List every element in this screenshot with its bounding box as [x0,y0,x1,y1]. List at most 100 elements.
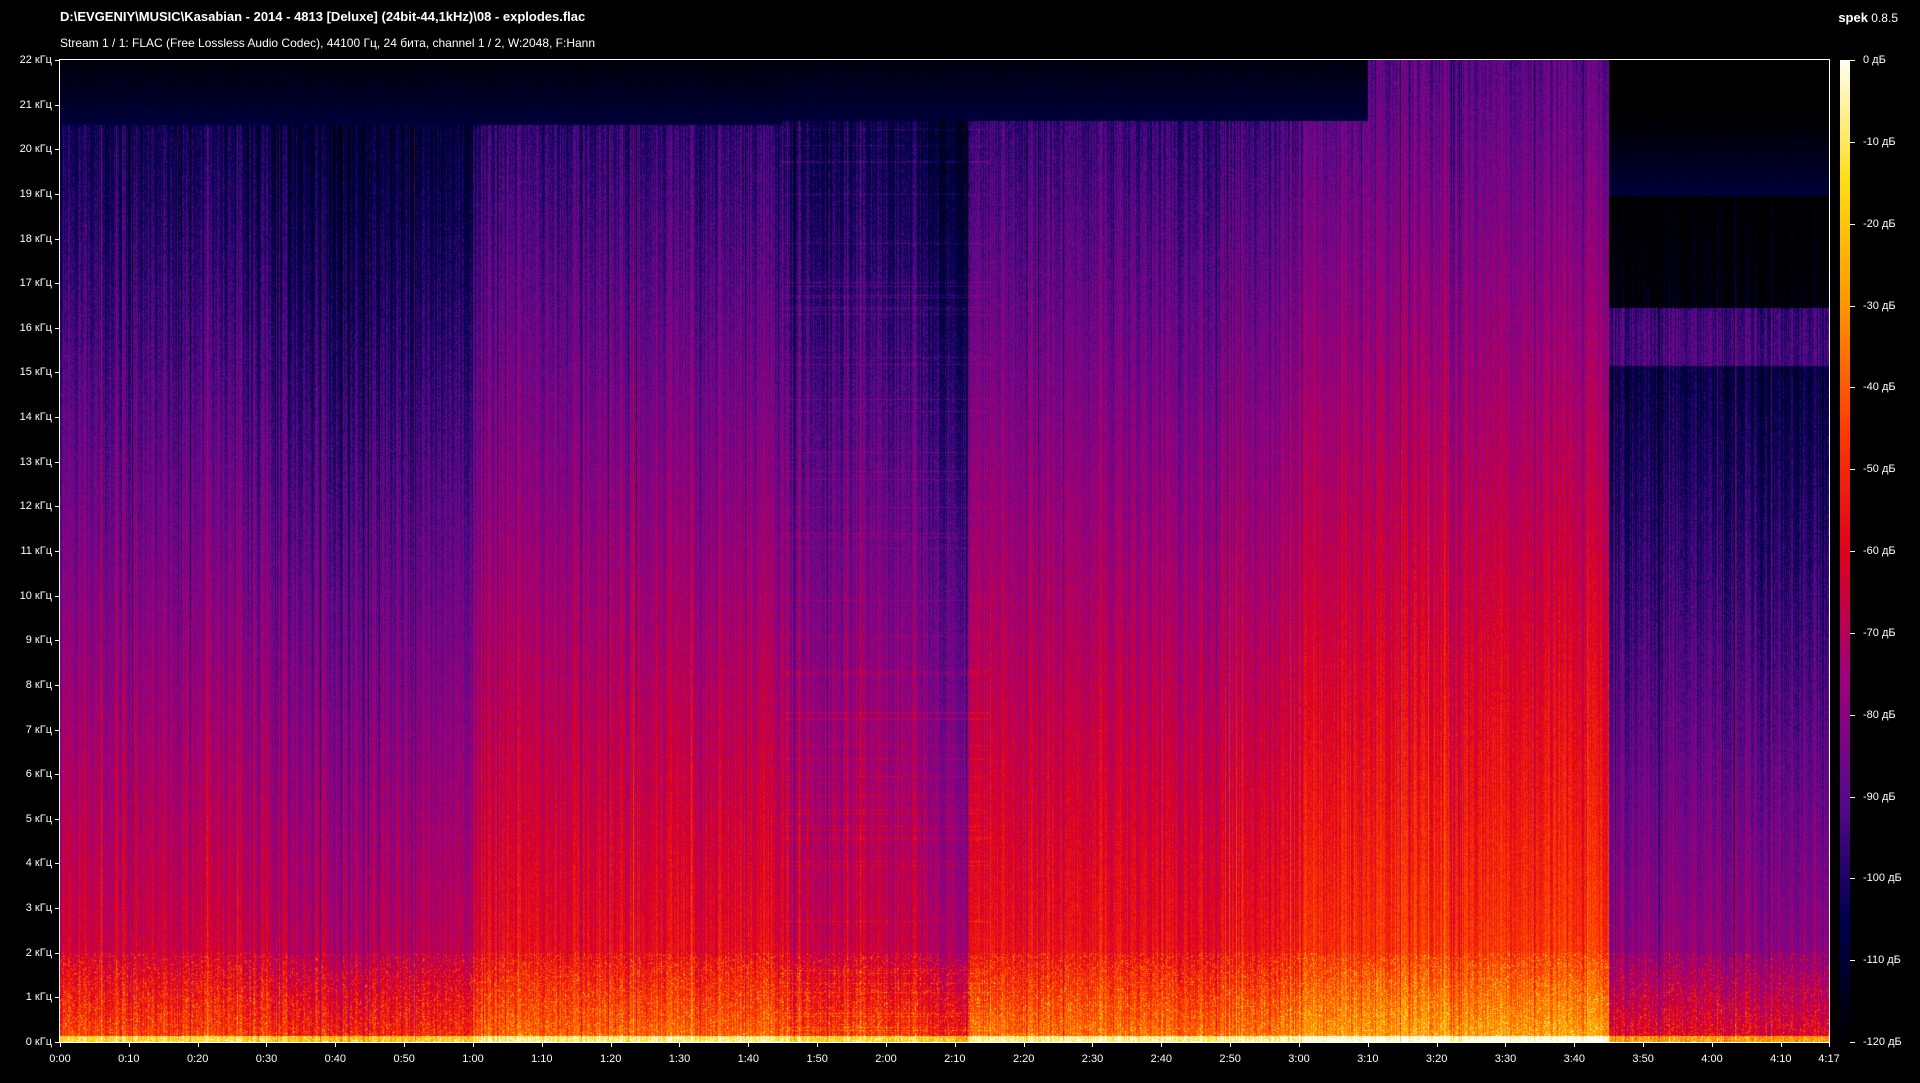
db-tick [1850,305,1855,307]
db-tick [1850,714,1855,716]
time-tick [128,1042,130,1047]
frequency-tick [55,729,60,731]
time-tick-label: 0:20 [186,1053,209,1065]
time-tick [1436,1042,1438,1047]
db-tick [1850,141,1855,143]
db-tick [1850,387,1855,389]
time-tick [541,1042,543,1047]
frequency-tick [55,640,60,642]
frequency-tick-label: 21 кГц [19,98,52,111]
time-tick [679,1042,681,1047]
time-tick-label: 0:50 [393,1053,415,1065]
time-tick [197,1042,199,1047]
time-tick-label: 2:00 [875,1053,897,1065]
frequency-tick [55,818,60,820]
db-tick [1850,878,1855,880]
time-tick-label: 0:00 [49,1053,71,1065]
db-tick [1850,1042,1855,1043]
time-tick-label: 1:20 [599,1053,622,1065]
frequency-tick-label: 14 кГц [19,411,52,424]
time-tick [1643,1042,1645,1047]
time-tick-label: 4:10 [1770,1053,1792,1065]
db-tick-label: -120 дБ [1863,1036,1902,1048]
frequency-tick [55,149,60,151]
db-tick [1850,551,1855,552]
db-tick-label: -110 дБ [1863,954,1901,967]
time-tick-label: 3:00 [1288,1053,1310,1065]
frequency-tick [55,417,60,419]
time-tick-label: 3:40 [1563,1053,1586,1065]
frequency-tick-label: 3 кГц [25,902,52,915]
frequency-tick [55,327,60,329]
time-tick [748,1042,750,1047]
db-tick-label: -50 дБ [1863,463,1896,476]
time-tick-label: 1:30 [668,1053,691,1065]
frequency-tick [55,908,60,910]
time-tick [1505,1042,1507,1047]
time-tick-label: 2:10 [944,1053,966,1065]
time-tick [1367,1042,1369,1047]
frequency-tick-label: 13 кГц [19,455,52,468]
time-tick-label: 3:50 [1632,1053,1654,1065]
time-tick-label: 0:10 [118,1053,140,1065]
frequency-tick-label: 16 кГц [19,321,52,334]
db-tick-label: -70 дБ [1863,626,1896,639]
frequency-tick-label: 19 кГц [19,187,52,200]
db-tick [1850,960,1855,962]
frequency-tick [55,997,60,999]
db-tick [1850,796,1855,798]
time-tick-label: 1:40 [737,1053,760,1065]
db-tick [1850,469,1855,471]
frequency-tick [55,774,60,776]
frequency-tick-label: 7 кГц [25,723,52,736]
time-tick [1023,1042,1025,1047]
time-tick [472,1042,474,1047]
time-tick-label: 2:40 [1150,1053,1173,1065]
time-tick [1711,1042,1713,1047]
time-tick [1230,1042,1232,1047]
time-tick [1574,1042,1576,1047]
frequency-tick [55,283,60,285]
time-tick [1092,1042,1094,1047]
frequency-tick-label: 0 кГц [25,1036,52,1048]
frequency-tick [55,595,60,597]
time-tick-label: 4:17 [1818,1053,1840,1065]
frequency-tick-label: 18 кГц [19,232,52,245]
frequency-tick-label: 2 кГц [25,946,52,959]
frequency-tick-label: 15 кГц [19,366,52,379]
frequency-tick-label: 6 кГц [25,768,52,781]
frequency-tick-label: 8 кГц [25,678,52,691]
time-tick-label: 1:00 [462,1053,484,1065]
time-tick-label: 0:40 [324,1053,347,1065]
time-tick-label: 3:30 [1494,1053,1517,1065]
frequency-tick-label: 5 кГц [25,812,52,825]
frequency-tick-label: 1 кГц [25,991,52,1004]
app-version: 0.8.5 [1871,11,1898,25]
frequency-tick-label: 11 кГц [20,545,52,557]
app-brand: spek 0.8.5 [1838,10,1898,25]
time-tick [954,1042,956,1047]
db-tick-label: -100 дБ [1863,872,1902,885]
frequency-tick [55,551,60,552]
db-tick-label: -80 дБ [1863,708,1896,721]
db-tick-label: -10 дБ [1863,135,1896,148]
db-tick [1850,60,1855,61]
time-tick [885,1042,887,1047]
frequency-tick [55,104,60,106]
frequency-tick-label: 20 кГц [19,143,52,156]
time-tick [60,1042,61,1047]
frequency-tick [55,372,60,374]
time-tick-label: 1:50 [806,1053,828,1065]
time-tick [335,1042,337,1047]
time-tick-label: 3:20 [1425,1053,1448,1065]
spectrogram-plot [59,59,1830,1043]
app-name: spek [1838,10,1868,25]
frequency-tick-label: 10 кГц [19,589,52,602]
frequency-tick-label: 12 кГц [19,500,52,513]
frequency-tick [55,506,60,508]
db-tick-label: -60 дБ [1863,545,1896,557]
color-scale-bar [1840,60,1850,1042]
time-tick [404,1042,406,1047]
frequency-tick-label: 17 кГц [19,277,52,290]
stream-info: Stream 1 / 1: FLAC (Free Lossless Audio … [60,36,596,50]
